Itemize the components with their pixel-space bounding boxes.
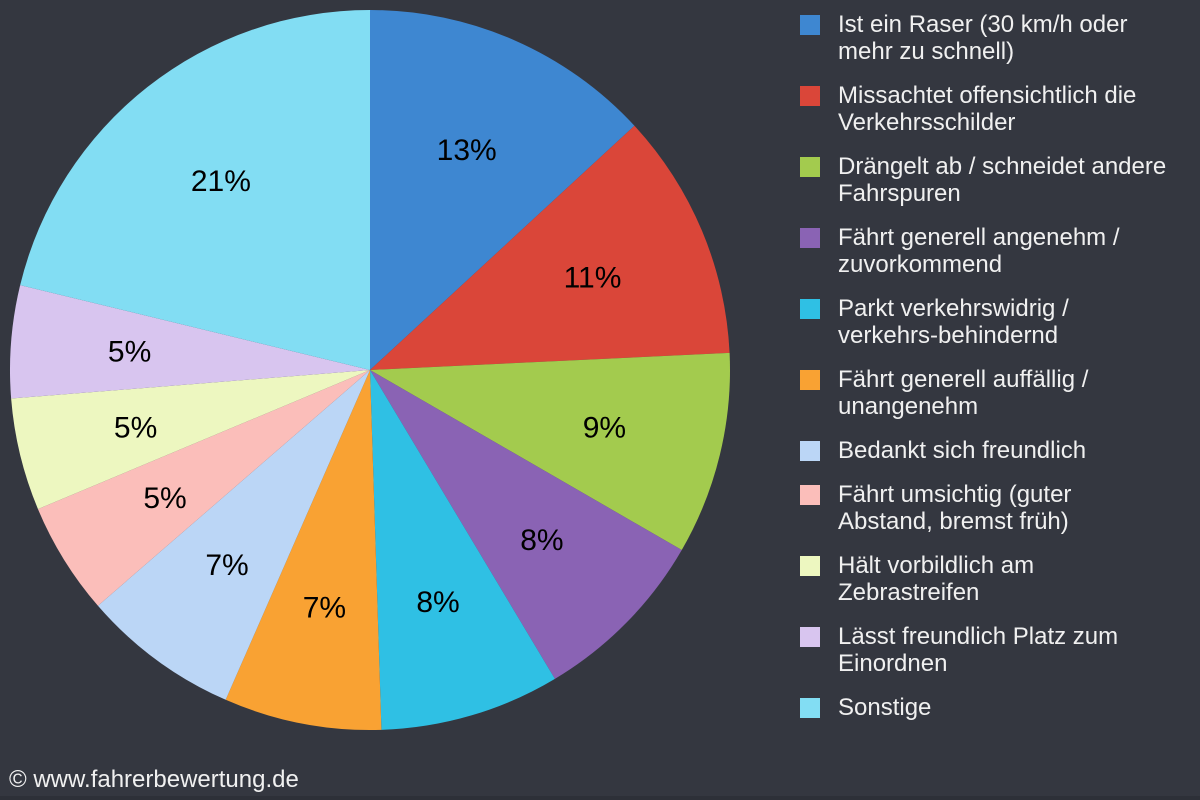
pie-slice-label-6: 7% xyxy=(303,592,346,625)
legend-item-2: Missachtet offensichtlich die Verkehrssc… xyxy=(800,82,1198,136)
legend-swatch-icon xyxy=(800,228,820,248)
legend-item-8: Fährt umsichtig (guter Abstand, bremst f… xyxy=(800,481,1198,535)
pie-slice-label-3: 9% xyxy=(583,412,626,445)
legend-item-7: Bedankt sich freundlich xyxy=(800,437,1198,464)
pie-slice-label-1: 13% xyxy=(437,134,497,167)
legend-label: Missachtet offensichtlich die Verkehrssc… xyxy=(838,82,1137,136)
pie-slice-label-5: 8% xyxy=(416,586,459,619)
pie-slice-label-11: 21% xyxy=(191,165,251,198)
legend-label: Fährt umsichtig (guter Abstand, bremst f… xyxy=(838,481,1072,535)
legend-item-11: Sonstige xyxy=(800,694,1198,721)
legend-item-9: Hält vorbildlich am Zebrastreifen xyxy=(800,552,1198,606)
pie-slice-6 xyxy=(225,370,382,731)
pie-slice-7 xyxy=(97,370,371,700)
legend-item-6: Fährt generell auffällig / unangenehm xyxy=(800,366,1198,420)
copyright-watermark: © www.fahrerbewertung.de xyxy=(9,766,299,793)
legend-swatch-icon xyxy=(800,15,820,35)
legend-swatch-icon xyxy=(800,698,820,718)
legend-swatch-icon xyxy=(800,556,820,576)
legend-swatch-icon xyxy=(800,86,820,106)
legend-label: Fährt generell angenehm / zuvorkommend xyxy=(838,224,1120,278)
pie-slice-3 xyxy=(370,352,730,550)
legend-swatch-icon xyxy=(800,485,820,505)
legend-label: Ist ein Raser (30 km/h oder mehr zu schn… xyxy=(838,11,1128,65)
chart-legend: Ist ein Raser (30 km/h oder mehr zu schn… xyxy=(800,11,1198,721)
legend-item-10: Lässt freundlich Platz zum Einordnen xyxy=(800,623,1198,677)
pie-slice-label-7: 7% xyxy=(205,549,248,582)
legend-label: Drängelt ab / schneidet andere Fahrspure… xyxy=(838,153,1167,207)
legend-item-5: Parkt verkehrswidrig / verkehrs-behinder… xyxy=(800,295,1198,349)
pie-slice-10 xyxy=(9,285,370,399)
legend-label: Fährt generell auffällig / unangenehm xyxy=(838,366,1089,420)
pie-slice-11 xyxy=(20,10,371,370)
bottom-edge-strip xyxy=(0,796,1200,800)
legend-label: Lässt freundlich Platz zum Einordnen xyxy=(838,623,1119,677)
legend-label: Hält vorbildlich am Zebrastreifen xyxy=(838,552,1035,606)
legend-label: Bedankt sich freundlich xyxy=(838,437,1087,464)
legend-item-1: Ist ein Raser (30 km/h oder mehr zu schn… xyxy=(800,11,1198,65)
pie-slice-1 xyxy=(370,10,635,370)
pie-slice-4 xyxy=(370,370,682,679)
pie-slice-9 xyxy=(11,370,370,510)
pie-slice-label-4: 8% xyxy=(520,524,563,557)
pie-slice-8 xyxy=(37,370,370,606)
pie-slice-2 xyxy=(370,125,730,371)
legend-swatch-icon xyxy=(800,441,820,461)
pie-slice-label-10: 5% xyxy=(108,336,151,369)
pie-slice-label-8: 5% xyxy=(143,482,186,515)
legend-label: Parkt verkehrswidrig / verkehrs-behinder… xyxy=(838,295,1069,349)
legend-item-4: Fährt generell angenehm / zuvorkommend xyxy=(800,224,1198,278)
pie-slice-label-9: 5% xyxy=(114,412,157,445)
legend-swatch-icon xyxy=(800,370,820,390)
legend-item-3: Drängelt ab / schneidet andere Fahrspure… xyxy=(800,153,1198,207)
legend-swatch-icon xyxy=(800,627,820,647)
legend-swatch-icon xyxy=(800,157,820,177)
pie-slice-5 xyxy=(370,370,555,730)
legend-label: Sonstige xyxy=(838,694,932,721)
legend-swatch-icon xyxy=(800,299,820,319)
pie-slice-label-2: 11% xyxy=(564,262,622,295)
